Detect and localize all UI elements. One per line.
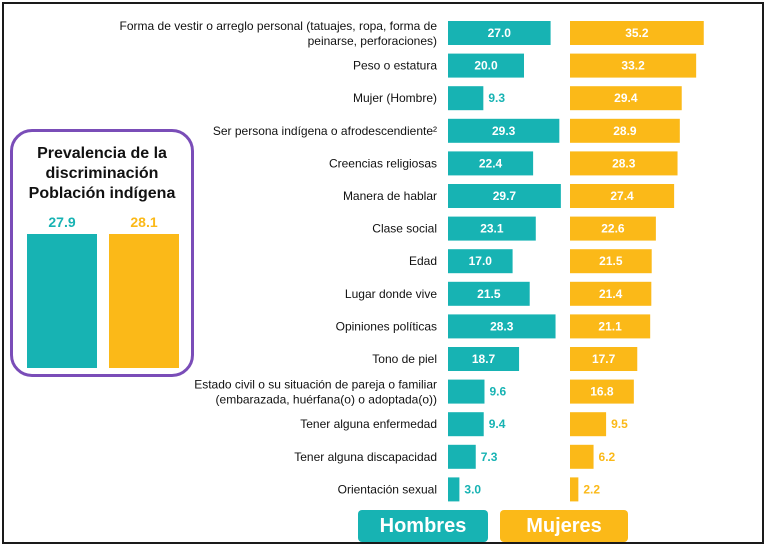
value-label-hombres: 23.1 [480,222,504,236]
category-label: Opiniones políticas [336,319,437,333]
value-label-mujeres: 6.2 [599,450,616,464]
legend-hombres: Hombres [358,510,488,542]
value-label-mujeres: 21.4 [599,287,623,301]
bar-hombres [448,347,520,371]
bar-mujeres [570,21,704,45]
bar-mujeres [570,379,634,404]
bar-mujeres [570,249,652,274]
summary-title: Prevalencia de la discriminación Poblaci… [13,144,191,204]
value-label-hombres: 7.3 [481,450,498,464]
category-label: Ser persona indígena o afrodescendiente² [213,124,437,138]
summary-box: Prevalencia de la discriminación Poblaci… [10,129,194,377]
category-label: Clase social [372,222,437,236]
summary-mujeres-value: 28.1 [130,214,158,230]
bar-mujeres [570,477,579,502]
value-label-hombres: 9.3 [488,91,505,105]
category-label: peinarse, perforaciones) [308,34,437,48]
value-label-hombres: 3.0 [464,482,481,496]
category-label: Estado civil o su situación de pareja o … [194,378,437,392]
value-label-hombres: 27.0 [488,26,512,40]
bar-mujeres [570,281,652,306]
bar-hombres [448,118,560,143]
value-label-mujeres: 28.3 [612,156,636,170]
summary-title-line-2: discriminación [45,165,159,182]
value-label-mujeres: 21.1 [598,319,622,333]
value-label-hombres: 29.3 [492,124,516,138]
category-label: Peso o estatura [353,59,437,73]
value-label-hombres: 28.3 [490,319,514,333]
value-label-mujeres: 9.5 [611,417,628,431]
summary-hombres-bar [27,234,97,368]
category-label: Lugar donde vive [345,287,437,301]
value-label-hombres: 9.6 [489,385,506,399]
value-label-mujeres: 2.2 [583,482,600,496]
bar-hombres [448,184,561,208]
category-label: Edad [409,254,437,268]
category-label: Tono de piel [372,352,437,366]
category-label: Manera de hablar [343,189,437,203]
value-label-hombres: 17.0 [469,254,493,268]
value-label-hombres: 29.7 [493,189,517,203]
value-label-mujeres: 21.5 [599,254,623,268]
value-label-mujeres: 27.4 [610,189,634,203]
bar-mujeres [570,184,675,208]
category-label: Tener alguna enfermedad [300,417,437,431]
value-label-hombres: 21.5 [477,287,501,301]
category-label: Orientación sexual [338,482,437,496]
bar-hombres [448,151,534,176]
summary-mujeres-bar [109,233,179,368]
category-label: Mujer (Hombre) [353,91,437,105]
bar-hombres [448,477,460,502]
bar-mujeres [570,53,697,78]
value-label-mujeres: 17.7 [592,352,616,366]
value-label-mujeres: 16.8 [590,385,614,399]
bar-hombres [448,444,476,469]
bar-mujeres [570,216,656,241]
bar-hombres [448,412,484,437]
bar-hombres [448,314,556,339]
category-label: (embarazada, huérfana(o) o adoptada(o)) [216,393,437,407]
value-label-mujeres: 29.4 [614,91,638,105]
bar-mujeres [570,444,594,469]
bar-mujeres [570,412,607,437]
bar-hombres [448,216,536,241]
value-label-mujeres: 35.2 [625,26,649,40]
summary-title-line-1: Prevalencia de la [37,145,167,162]
value-label-mujeres: 22.6 [601,222,625,236]
value-label-hombres: 18.7 [472,352,496,366]
bar-hombres [448,86,484,111]
bar-mujeres [570,347,638,371]
value-label-hombres: 22.4 [479,156,503,170]
bar-hombres [448,53,524,78]
category-label: Creencias religiosas [329,156,437,170]
category-label: Forma de vestir o arreglo personal (tatu… [120,19,438,33]
bar-chart: Forma de vestir o arreglo personal (tatu… [120,19,704,502]
value-label-mujeres: 28.9 [613,124,637,138]
value-label-hombres: 20.0 [474,59,498,73]
bar-hombres [448,21,551,45]
category-label: Tener alguna discapacidad [294,450,437,464]
bar-mujeres [570,118,680,143]
bar-mujeres [570,151,678,176]
bar-hombres [448,379,485,404]
bar-mujeres [570,314,651,339]
bar-hombres [448,281,530,306]
value-label-hombres: 9.4 [489,417,506,431]
summary-hombres-value: 27.9 [48,214,76,230]
value-label-mujeres: 33.2 [621,59,645,73]
legend-mujeres: Mujeres [500,510,628,542]
bar-hombres [448,249,513,274]
bar-mujeres [570,86,682,111]
summary-title-line-3: Población indígena [28,185,176,202]
